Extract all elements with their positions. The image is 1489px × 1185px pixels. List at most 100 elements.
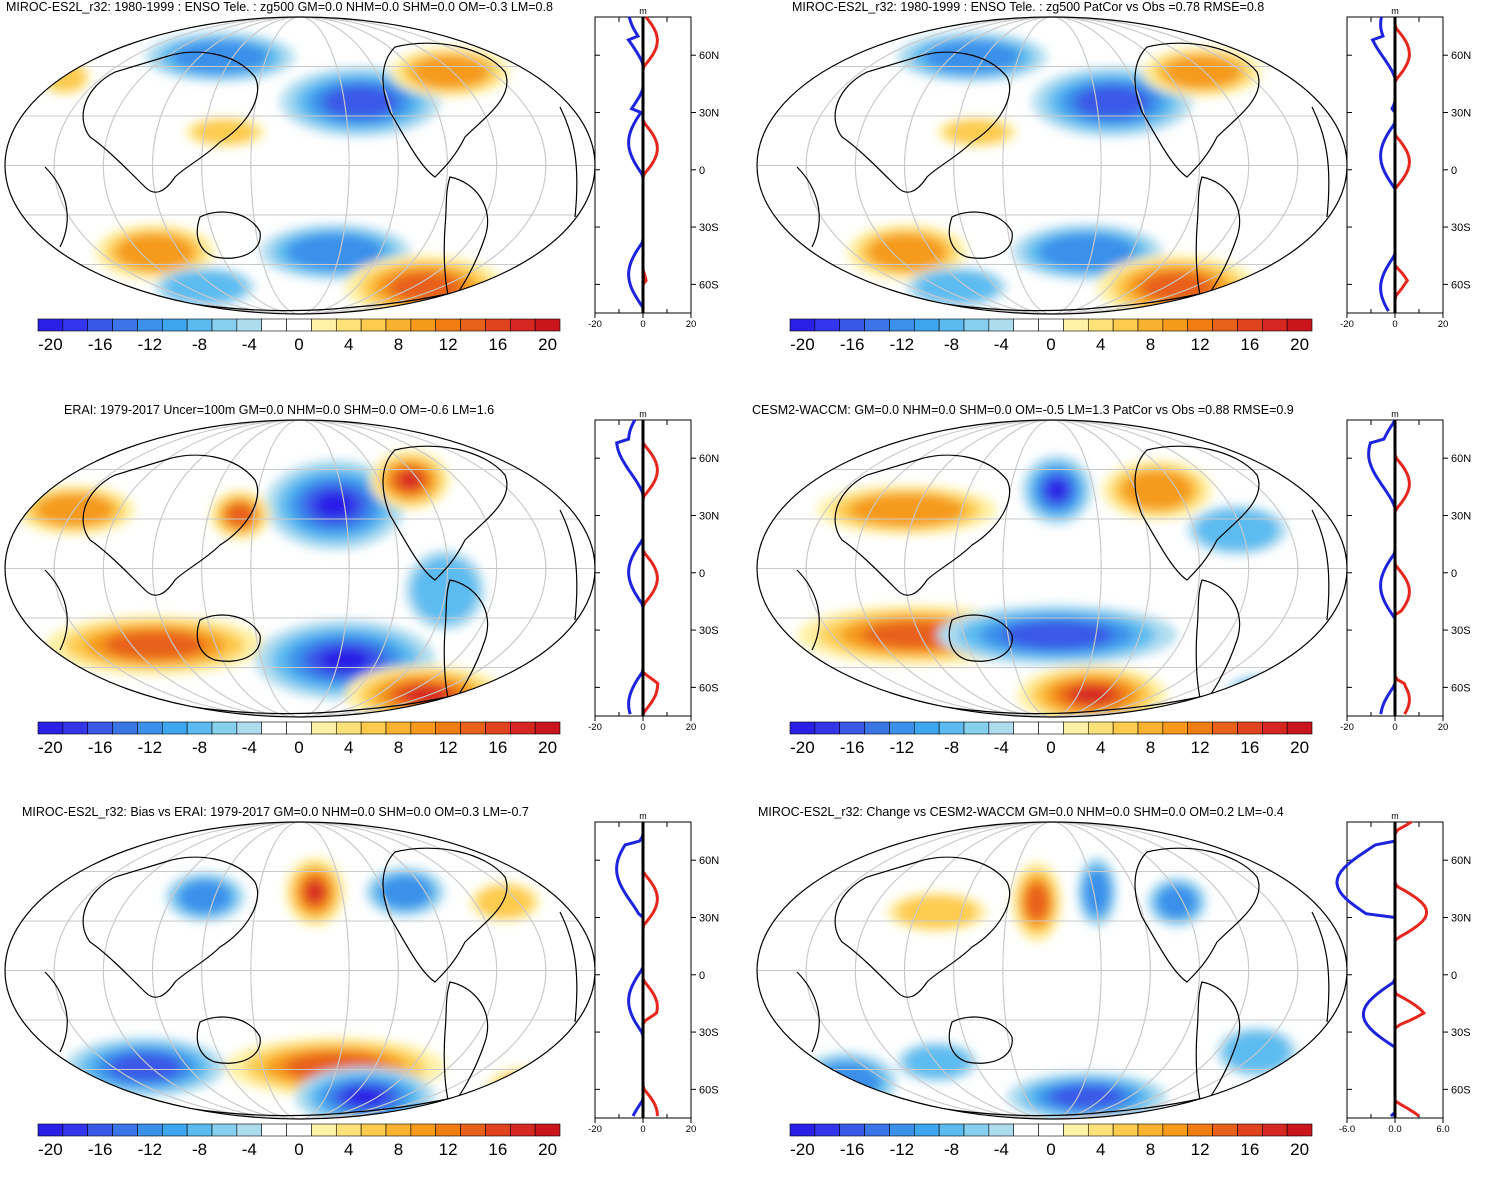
positive-anomaly (1121, 470, 1193, 510)
world-map (5, 420, 595, 717)
zonal-mean-plot: m -20 0 20 60N 30N 0 30S 60S (1340, 6, 1471, 330)
zonal-lat-label: 0 (1451, 970, 1457, 982)
panel-bias: MIROC-ES2L_r32: Bias vs ERAI: 1979-2017 … (0, 805, 737, 1185)
graticule (5, 420, 595, 717)
colorbar-swatch (1162, 1123, 1189, 1137)
negative-profile-line (1367, 419, 1397, 715)
colorbar-label: 8 (394, 335, 403, 354)
world-map (5, 17, 595, 314)
colorbar-swatch (963, 318, 990, 332)
colorbar-swatch (1286, 721, 1313, 735)
longitude-line (1002, 420, 1102, 717)
colorbar-label: 12 (439, 335, 458, 354)
colorbar-swatch (789, 1123, 816, 1137)
zonal-lat-label: 30S (1451, 625, 1471, 637)
zonal-xtick-label: 0 (640, 722, 645, 733)
negative-anomaly (1241, 680, 1293, 700)
colorbar-swatch (1187, 721, 1213, 735)
colorbar-swatch (1212, 721, 1238, 735)
coastline (382, 42, 508, 178)
colorbar-swatch (1087, 721, 1114, 735)
zonal-xtick-label: 20 (686, 1124, 697, 1135)
colorbar-swatch (1261, 318, 1288, 332)
colorbar-swatch (87, 721, 113, 735)
colorbar-swatch (311, 1123, 337, 1137)
zonal-lat-label: 60S (699, 279, 719, 291)
colorbar-label: -12 (890, 738, 915, 757)
colorbar-swatch (889, 318, 915, 332)
colorbar-swatch (236, 721, 263, 735)
zonal-unit-label: m (639, 811, 647, 821)
graticule (757, 17, 1347, 314)
zonal-lat-label: 60S (699, 1084, 719, 1096)
colorbar-swatch (485, 1123, 511, 1137)
panel-erai: ERAI: 1979-2017 Uncer=100m GM=0.0 NHM=0.… (0, 403, 737, 783)
colorbar-swatch (112, 721, 138, 735)
longitude-line (953, 420, 1151, 717)
colorbar-swatch (1087, 318, 1114, 332)
positive-anomaly (192, 119, 258, 145)
zonal-xtick-label: 0 (640, 1124, 645, 1135)
colorbar-swatch (814, 318, 841, 332)
colorbar-swatch (186, 1123, 213, 1137)
colorbar: -20 -16 -12 -8 -4 0 4 8 12 16 20 (37, 318, 561, 354)
coastline (44, 569, 68, 651)
colorbar-label: -16 (840, 1140, 865, 1159)
positive-profile-line (1393, 17, 1411, 312)
colorbar-swatch (37, 721, 64, 735)
colorbar-swatch (261, 1123, 287, 1137)
colorbar-swatch (311, 318, 337, 332)
colorbar-swatch (534, 1123, 561, 1137)
coastline (948, 1016, 1013, 1064)
colorbar-label: 0 (294, 738, 303, 757)
zonal-mean-plot: m -20 0 20 60N 30N 0 30S 60S (588, 409, 719, 733)
colorbar-swatch (938, 1123, 965, 1137)
positive-profile-line (641, 420, 660, 715)
zonal-mean-plot: m -6.0 0.0 6.0 60N 30N 0 30S 60S (1335, 811, 1471, 1135)
colorbar-swatch (211, 721, 238, 735)
zonal-lat-label: 30S (699, 625, 719, 637)
zonal-lat-label: 60N (699, 855, 719, 867)
colorbar-label: -4 (242, 1140, 257, 1159)
zonal-mean-plot: m -20 0 20 60N 30N 0 30S 60S (1340, 409, 1471, 733)
positive-anomaly (499, 1076, 551, 1108)
colorbar-swatch (460, 721, 486, 735)
colorbar: -20 -16 -12 -8 -4 0 4 8 12 16 20 (789, 721, 1313, 757)
colorbar-swatch (360, 721, 387, 735)
colorbar-label: -12 (890, 1140, 915, 1159)
coastline (1134, 42, 1260, 178)
colorbar-label: 16 (1240, 335, 1259, 354)
panel-title: CESM2-WACCM: GM=0.0 NHM=0.0 SHM=0.0 OM=-… (752, 403, 1294, 417)
colorbar-swatch (211, 318, 238, 332)
panel-title: ERAI: 1979-2017 Uncer=100m GM=0.0 NHM=0.… (64, 403, 495, 417)
colorbar-swatch (1038, 1123, 1064, 1137)
negative-anomaly (1050, 1085, 1124, 1109)
positive-anomaly (896, 895, 978, 929)
colorbar-label: -20 (790, 738, 815, 757)
longitude-line (53, 420, 547, 717)
coastline (82, 856, 259, 998)
colorbar-swatch (87, 1123, 113, 1137)
zonal-lat-label: 0 (699, 970, 705, 982)
colorbar-swatch (1237, 721, 1263, 735)
colorbar-swatch (988, 721, 1015, 735)
longitude-line (854, 420, 1250, 717)
longitude-line (152, 420, 448, 717)
longitude-line (53, 17, 547, 314)
zonal-xtick-label: 6.0 (1436, 1124, 1449, 1135)
longitude-line (250, 822, 350, 1119)
positive-anomaly (485, 1067, 565, 1117)
colorbar-swatch (211, 1123, 238, 1137)
colorbar-swatch (839, 318, 865, 332)
colorbar-swatch (1087, 1123, 1114, 1137)
coastline (1311, 106, 1330, 218)
colorbar-swatch (137, 721, 163, 735)
colorbar-swatch (311, 721, 337, 735)
panel-miroc-vs-obs: MIROC-ES2L_r32: 1980-1999 : ENSO Tele. :… (752, 0, 1489, 380)
colorbar-swatch (913, 721, 940, 735)
colorbar-label: 0 (294, 335, 303, 354)
colorbar-label: -8 (192, 335, 207, 354)
longitude-line (102, 822, 498, 1119)
colorbar-swatch (161, 721, 188, 735)
coastline (559, 911, 578, 1023)
